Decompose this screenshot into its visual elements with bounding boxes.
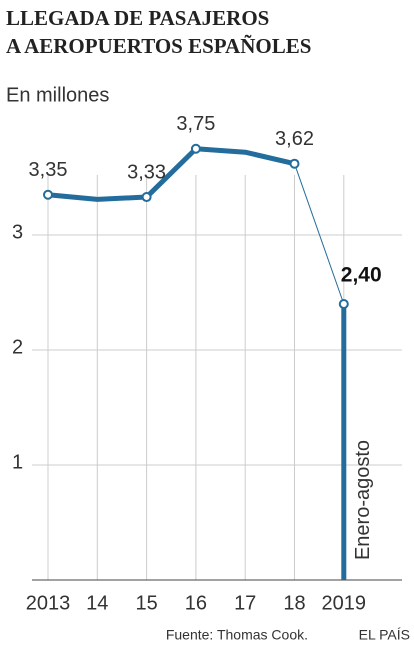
value-label: 3,33 xyxy=(127,161,166,183)
point xyxy=(338,299,349,309)
y-tick-label: 2 xyxy=(12,336,23,358)
y-tick-label: 1 xyxy=(12,451,23,473)
annotation: Enero-agosto xyxy=(352,440,374,560)
x-tick-label: 17 xyxy=(234,592,256,614)
line-segment xyxy=(294,163,345,305)
x-tick-label: 15 xyxy=(135,592,157,614)
line xyxy=(47,146,296,202)
value-label: 3,62 xyxy=(275,128,314,150)
x-tick-label: 2019 xyxy=(322,592,367,614)
x-tick-label: 18 xyxy=(283,592,305,614)
credit: EL PAÍS xyxy=(359,627,410,643)
x-tick-label: 14 xyxy=(86,592,108,614)
point xyxy=(190,143,201,154)
chart-title: A AEROPUERTOS ESPAÑOLES xyxy=(6,34,311,58)
chart-title: LLEGADA DE PASAJEROS xyxy=(6,6,269,30)
x-tick-label: 2013 xyxy=(26,592,71,614)
point xyxy=(289,158,300,169)
value-label: 3,75 xyxy=(176,113,215,135)
point xyxy=(141,192,152,203)
point xyxy=(43,189,53,200)
chart-subtitle: En millones xyxy=(6,84,109,106)
bar xyxy=(341,304,347,580)
value-label: 2,40 xyxy=(341,264,382,287)
source: Fuente: Thomas Cook. xyxy=(166,627,308,643)
y-tick-label: 3 xyxy=(12,221,23,243)
x-tick-label: 16 xyxy=(185,592,207,614)
value-label: 3,35 xyxy=(29,159,68,181)
